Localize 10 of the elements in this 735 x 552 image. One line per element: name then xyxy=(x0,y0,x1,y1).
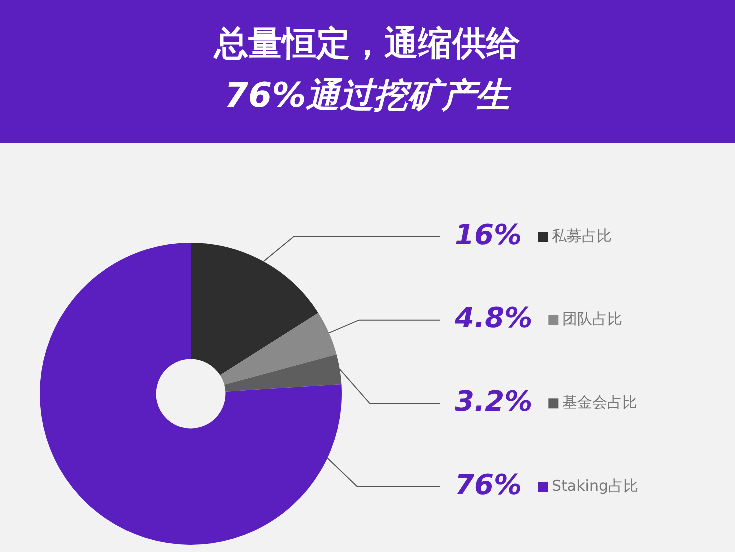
data-label: 3.2% xyxy=(455,384,533,418)
data-label: 16% xyxy=(455,218,522,252)
chart-title: 总量恒定，通缩供给 xyxy=(212,23,522,66)
data-label: 4.8% xyxy=(454,302,533,335)
legend-label: 团队占比 xyxy=(562,310,623,328)
chart-subtitle: 76%通过挖矿产生 xyxy=(224,75,513,118)
legend-label: 私募占比 xyxy=(552,226,612,245)
legend-label: Staking占比 xyxy=(552,476,639,495)
legend-label: 基金会占比 xyxy=(562,394,638,412)
data-label: 76% xyxy=(455,468,522,502)
